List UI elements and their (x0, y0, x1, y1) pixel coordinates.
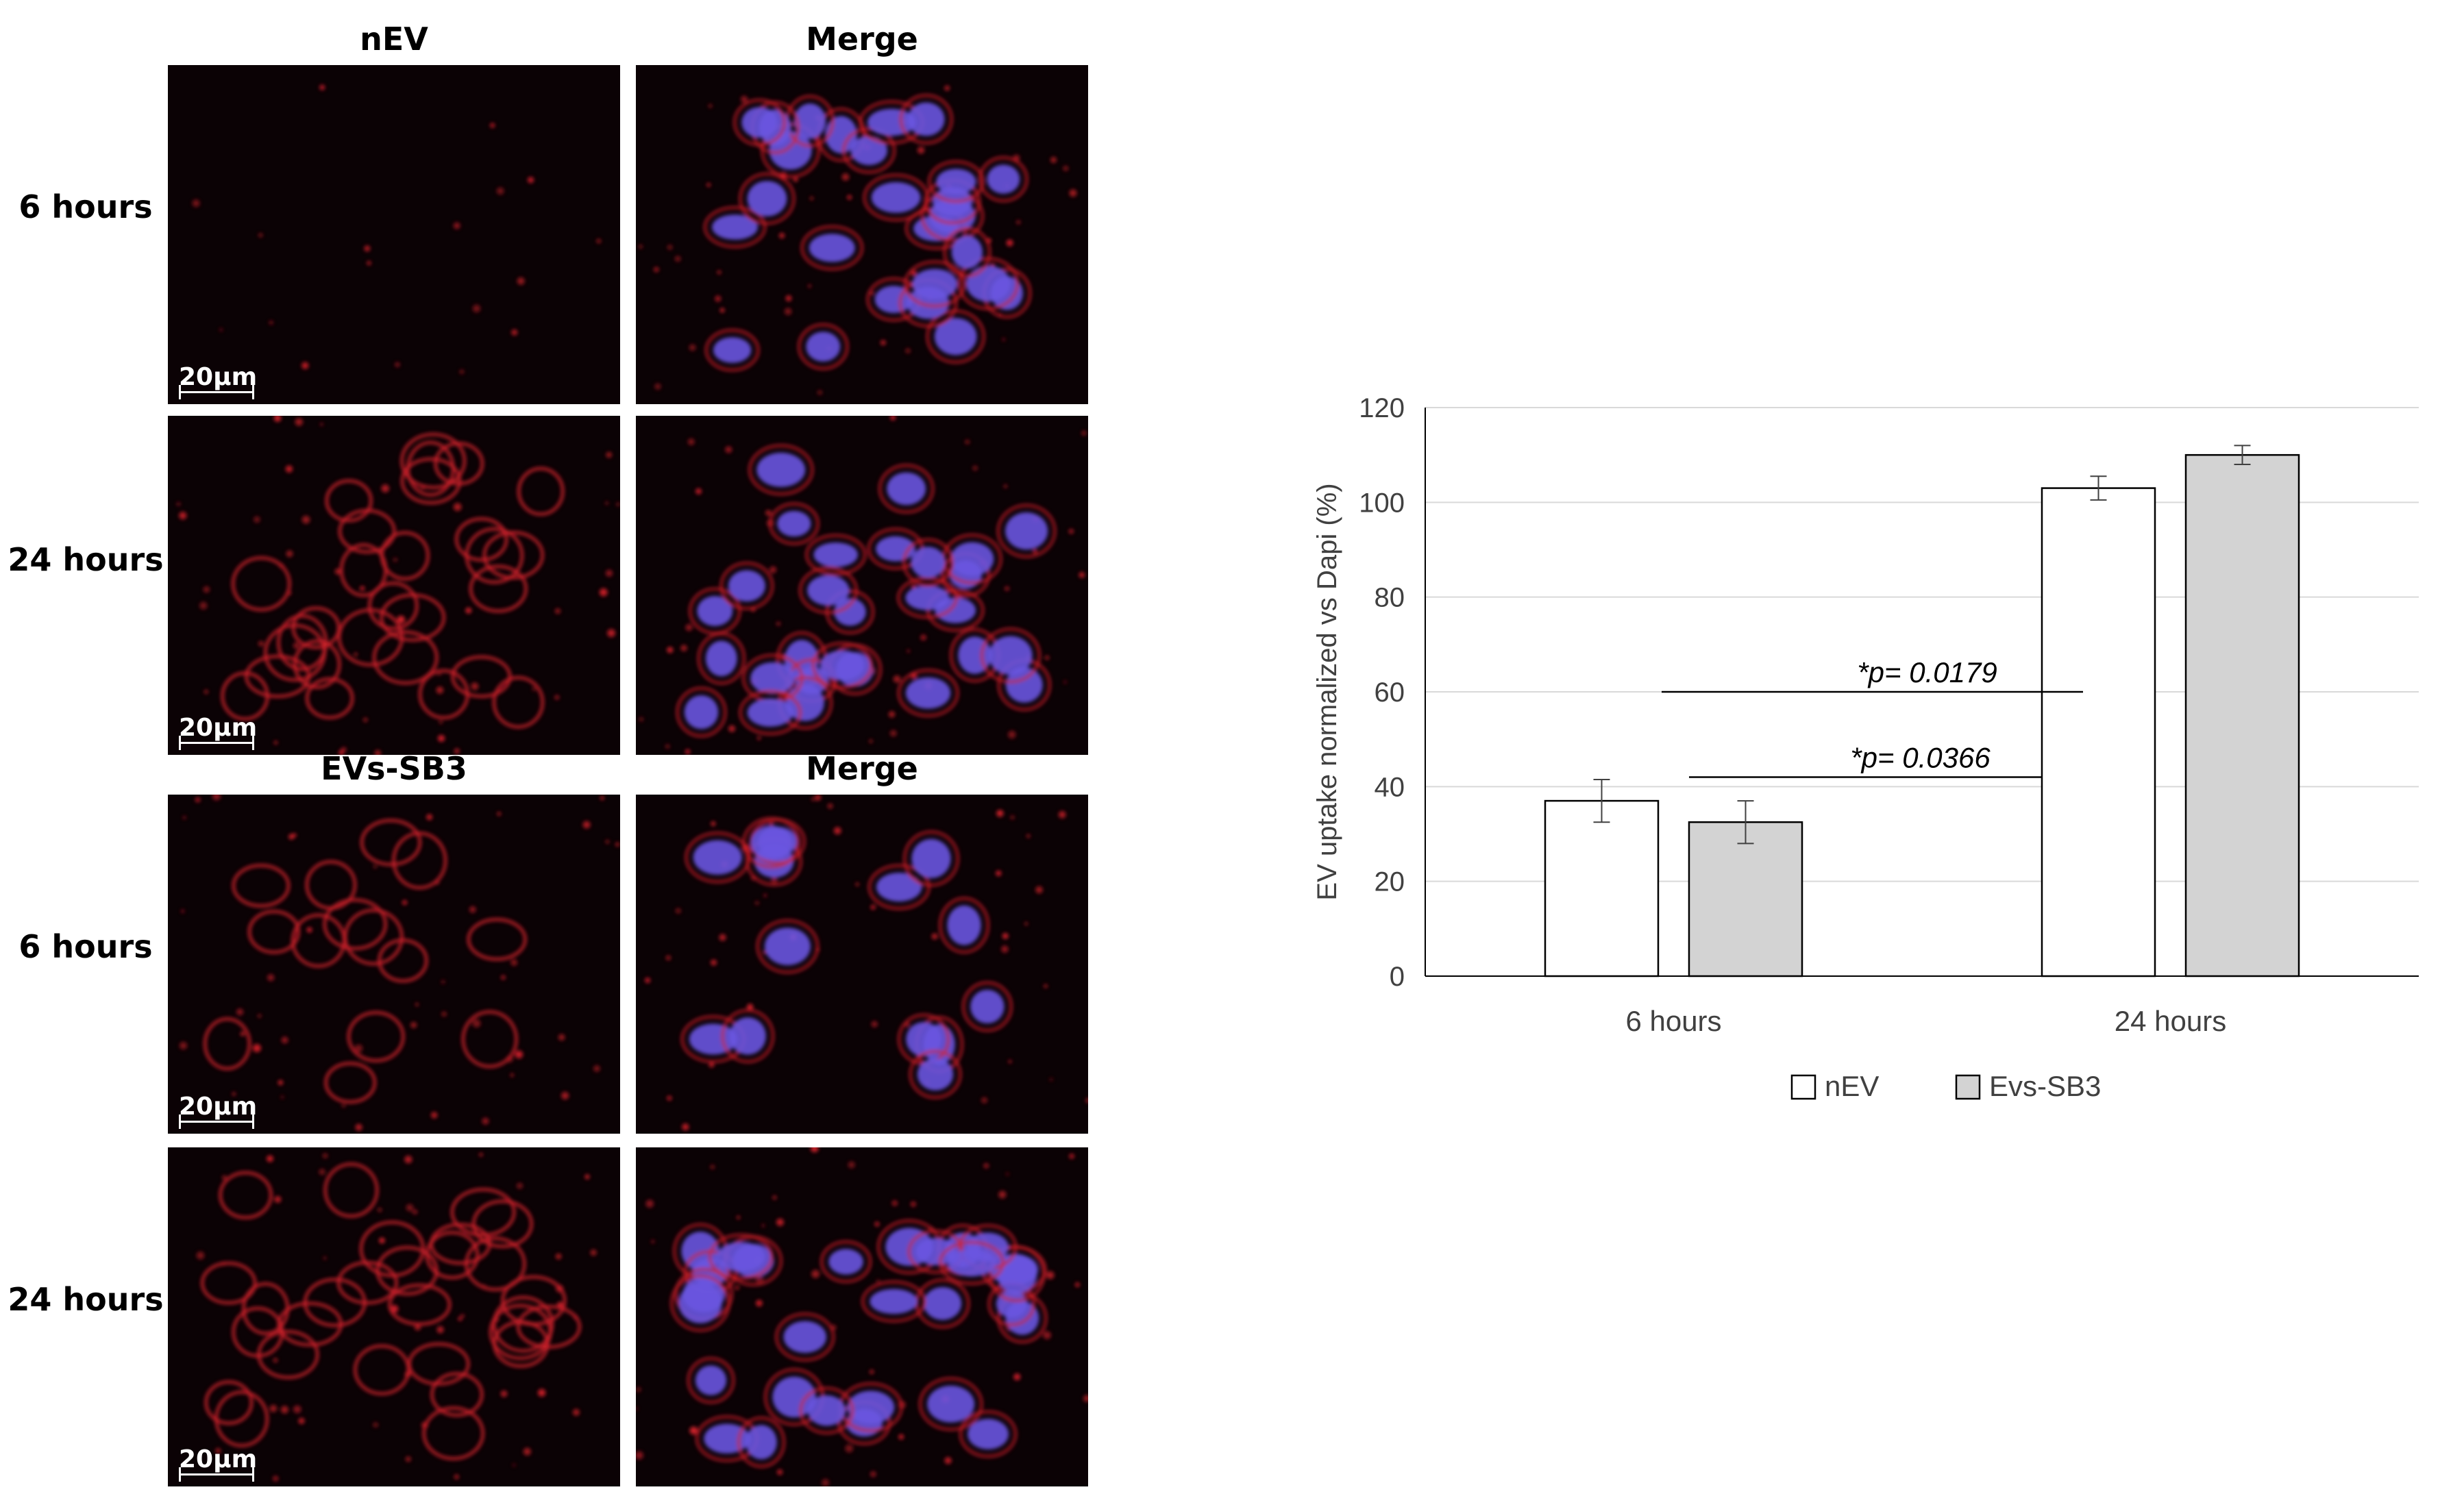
micrograph-evs-sb3-24h: 20µm (168, 1147, 620, 1486)
x-tick-label: 6 hours (1625, 1005, 1721, 1037)
micrograph-image (636, 1147, 1088, 1486)
row-label-6-hours-2: 6 hours (19, 928, 153, 965)
legend-swatch (1790, 1074, 1816, 1100)
row-label-6-hours-1: 6 hours (19, 188, 153, 225)
scale-bar: 20µm (179, 363, 258, 399)
y-tick-label: 40 (1375, 772, 1405, 802)
scale-bar-line (179, 736, 254, 750)
scale-bar-label: 20µm (179, 363, 258, 391)
legend-entry: Evs-SB3 (1955, 1070, 2101, 1102)
y-tick-label: 80 (1375, 583, 1405, 613)
error-bar (2234, 445, 2251, 465)
micrograph-image (168, 65, 620, 404)
micrograph-image (636, 65, 1088, 404)
bar (2041, 487, 2156, 977)
p-value-label: *p= 0.0179 (1857, 656, 1997, 688)
bar (1688, 821, 1803, 977)
micrograph-nev-24h: 20µm (168, 416, 620, 755)
micrograph-merge-24h-2 (636, 1147, 1088, 1486)
error-bar (2090, 475, 2107, 501)
micrograph-image (168, 416, 620, 755)
micrograph-nev-6h: 20µm (168, 65, 620, 404)
scale-bar-label: 20µm (179, 1445, 258, 1473)
scale-bar: 20µm (179, 1093, 258, 1129)
y-tick-label: 60 (1375, 677, 1405, 708)
scale-bar-line (179, 1467, 254, 1482)
panel-title-nev: nEV (360, 21, 428, 58)
y-tick-label: 0 (1390, 962, 1405, 992)
micrograph-merge-24h-1 (636, 416, 1088, 755)
p-value-label: *p= 0.0366 (1850, 742, 1991, 774)
panel-title-evs-sb3: EVs-SB3 (321, 750, 467, 787)
row-label-24-hours-1: 24 hours (8, 541, 164, 578)
y-axis-label: EV uptake normalized vs Dapi (%) (1312, 483, 1342, 900)
row-label-24-hours-2: 24 hours (8, 1281, 164, 1318)
micrograph-image (636, 416, 1088, 755)
scale-bar-line (179, 385, 254, 399)
error-bar (1737, 800, 1754, 845)
scale-bar: 20µm (179, 1445, 258, 1482)
scale-bar-label: 20µm (179, 1093, 258, 1121)
scale-bar-label: 20µm (179, 714, 258, 742)
legend-label: nEV (1825, 1070, 1879, 1102)
error-bar (1593, 778, 1610, 823)
panel-title-merge-2: Merge (806, 750, 918, 787)
legend-label: Evs-SB3 (1989, 1070, 2101, 1102)
scale-bar: 20µm (179, 714, 258, 750)
uptake-bar-chart: 0 20 40 60 80 100 120 EV uptake normalized vs D… (1312, 393, 2419, 1102)
micrograph-merge-6h-2 (636, 795, 1088, 1134)
panel-title-merge-1: Merge (806, 21, 918, 58)
scale-bar-line (179, 1114, 254, 1129)
y-tick-label: 120 (1359, 393, 1405, 423)
x-tick-label: 24 hours (2115, 1005, 2226, 1037)
y-tick-label: 100 (1359, 488, 1405, 518)
bar (1544, 799, 1660, 977)
y-tick-label: 20 (1375, 867, 1405, 897)
micrograph-image (168, 1147, 620, 1486)
legend-entry: nEV (1790, 1070, 1879, 1102)
micrograph-evs-sb3-6h: 20µm (168, 795, 620, 1134)
micrograph-image (636, 795, 1088, 1134)
legend-swatch (1955, 1074, 1981, 1100)
micrograph-image (168, 795, 620, 1134)
bar (2184, 453, 2300, 977)
micrograph-merge-6h-1 (636, 65, 1088, 404)
